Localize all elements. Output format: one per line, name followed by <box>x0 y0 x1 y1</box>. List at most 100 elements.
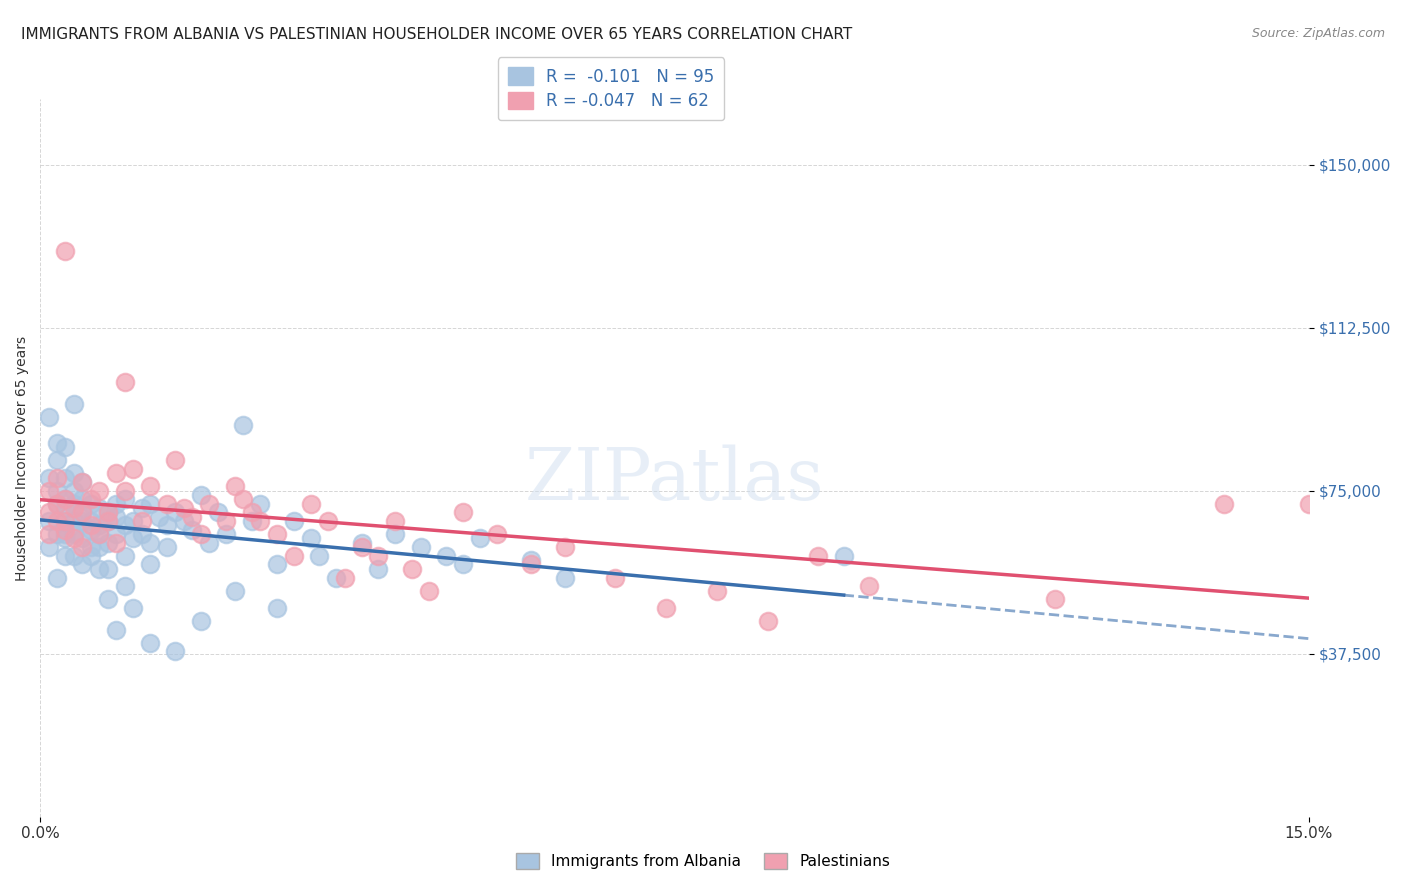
Point <box>832 549 855 563</box>
Point <box>55 440 77 454</box>
Point <box>72 514 94 528</box>
Point <box>198 535 221 549</box>
Point <box>367 562 389 576</box>
Point <box>451 558 474 572</box>
Legend: R =  -0.101   N = 95, R = -0.047   N = 62: R = -0.101 N = 95, R = -0.047 N = 62 <box>498 57 724 120</box>
Point <box>1298 497 1320 511</box>
Point <box>485 527 508 541</box>
Point <box>105 527 128 541</box>
Point <box>240 514 263 528</box>
Point <box>173 500 195 515</box>
Point <box>38 527 60 541</box>
Point <box>72 475 94 489</box>
Point <box>63 497 86 511</box>
Point <box>122 462 145 476</box>
Point <box>80 514 103 528</box>
Point <box>173 514 195 528</box>
Point <box>325 570 347 584</box>
Point <box>468 532 491 546</box>
Point <box>266 558 288 572</box>
Point <box>190 488 212 502</box>
Point <box>224 479 246 493</box>
Point <box>299 532 322 546</box>
Point <box>80 540 103 554</box>
Point <box>350 535 373 549</box>
Point <box>706 583 728 598</box>
Point <box>63 514 86 528</box>
Point <box>165 644 187 658</box>
Point <box>55 492 77 507</box>
Point <box>114 492 136 507</box>
Point <box>97 592 120 607</box>
Point <box>97 514 120 528</box>
Point <box>38 514 60 528</box>
Point <box>89 518 111 533</box>
Point <box>434 549 457 563</box>
Point <box>80 518 103 533</box>
Point <box>105 497 128 511</box>
Point <box>519 553 541 567</box>
Point <box>156 518 179 533</box>
Point <box>55 492 77 507</box>
Point <box>605 570 627 584</box>
Point <box>97 514 120 528</box>
Point <box>80 497 103 511</box>
Point <box>114 375 136 389</box>
Point <box>190 614 212 628</box>
Point <box>55 470 77 484</box>
Point <box>63 397 86 411</box>
Point <box>89 483 111 498</box>
Point <box>55 514 77 528</box>
Point <box>63 466 86 480</box>
Point <box>80 549 103 563</box>
Point <box>148 509 170 524</box>
Point <box>198 497 221 511</box>
Y-axis label: Householder Income Over 65 years: Householder Income Over 65 years <box>15 335 30 581</box>
Point <box>308 549 330 563</box>
Point <box>266 601 288 615</box>
Point <box>89 500 111 515</box>
Point <box>80 492 103 507</box>
Point <box>165 505 187 519</box>
Point <box>131 500 153 515</box>
Point <box>122 532 145 546</box>
Point <box>72 475 94 489</box>
Point <box>807 549 830 563</box>
Point <box>333 570 356 584</box>
Point <box>384 514 406 528</box>
Point <box>207 505 229 519</box>
Point <box>283 549 305 563</box>
Point <box>38 483 60 498</box>
Point <box>240 505 263 519</box>
Point <box>418 583 440 598</box>
Point <box>97 535 120 549</box>
Point <box>38 505 60 519</box>
Point <box>655 601 678 615</box>
Point <box>97 505 120 519</box>
Point <box>89 527 111 541</box>
Point <box>131 527 153 541</box>
Point <box>156 540 179 554</box>
Point <box>105 623 128 637</box>
Point <box>72 558 94 572</box>
Point <box>409 540 432 554</box>
Point <box>89 562 111 576</box>
Point <box>131 514 153 528</box>
Point <box>1213 497 1236 511</box>
Point <box>266 527 288 541</box>
Point <box>519 558 541 572</box>
Point <box>122 514 145 528</box>
Point <box>72 505 94 519</box>
Point <box>181 509 204 524</box>
Point <box>46 527 69 541</box>
Point <box>63 500 86 515</box>
Point <box>215 514 238 528</box>
Point <box>55 532 77 546</box>
Point <box>139 558 162 572</box>
Point <box>63 549 86 563</box>
Point <box>367 549 389 563</box>
Point <box>384 527 406 541</box>
Point <box>232 492 254 507</box>
Point <box>114 483 136 498</box>
Point <box>114 579 136 593</box>
